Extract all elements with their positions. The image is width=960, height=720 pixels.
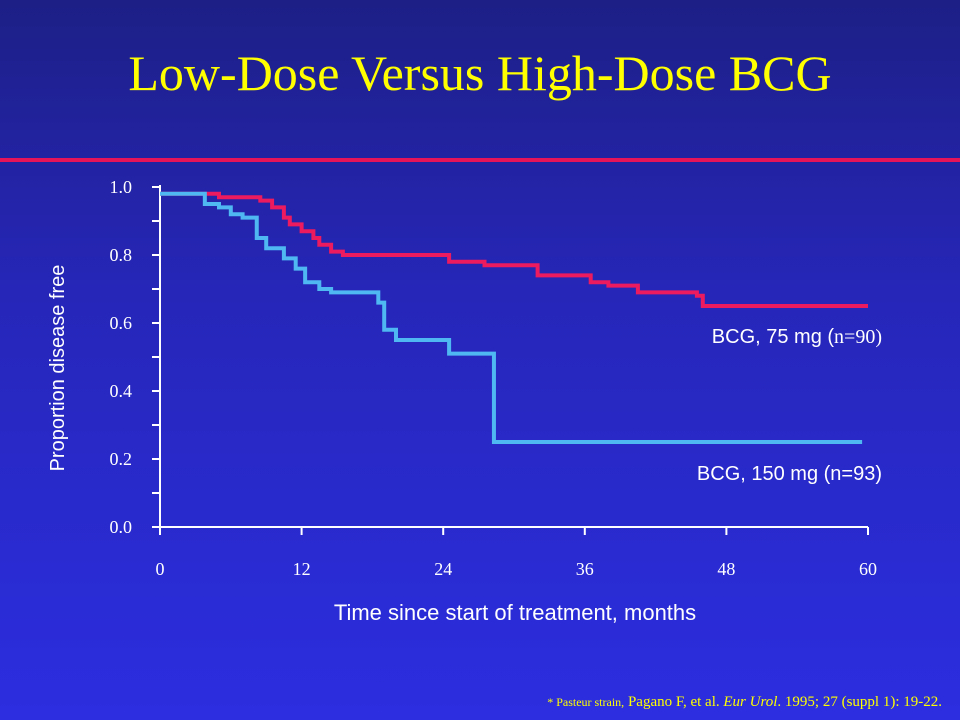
y-tick-label: 0.8 [110, 245, 133, 265]
x-tick-label: 60 [859, 559, 877, 579]
x-tick-label: 12 [293, 559, 311, 579]
y-tick-label: 0.2 [110, 449, 133, 469]
x-axis-label: Time since start of treatment, months [333, 600, 697, 625]
x-tick-label: 48 [717, 559, 735, 579]
footnote: * Pasteur strain, Pagano F, et al. Eur U… [547, 694, 942, 711]
footnote-journal: Eur Urol [723, 694, 778, 710]
footnote-prefix: * Pasteur strain, [547, 695, 625, 709]
y-tick-label: 0.0 [110, 517, 133, 537]
y-tick-label: 0.4 [110, 381, 133, 401]
y-axis-label: Proportion disease free [47, 264, 69, 472]
series-150mg-curve [160, 191, 863, 444]
series-150mg-label: BCG, 150 mg (n=93) [697, 463, 882, 485]
title-divider [0, 158, 960, 162]
footnote-authors: Pagano F, et al. [624, 694, 720, 710]
x-tick-label: 24 [434, 559, 452, 579]
slide-title: Low-Dose Versus High-Dose BCG [128, 45, 832, 101]
series-75mg-curve [160, 191, 868, 308]
y-tick-label: 0.6 [110, 313, 133, 333]
footnote-citation: . 1995; 27 (suppl 1): 19-22. [777, 694, 942, 710]
x-tick-label: 0 [156, 559, 165, 579]
x-tick-label: 36 [576, 559, 594, 579]
series-75mg-label: BCG, 75 mg (n=90) [712, 326, 882, 348]
y-tick-label: 1.0 [110, 177, 133, 197]
